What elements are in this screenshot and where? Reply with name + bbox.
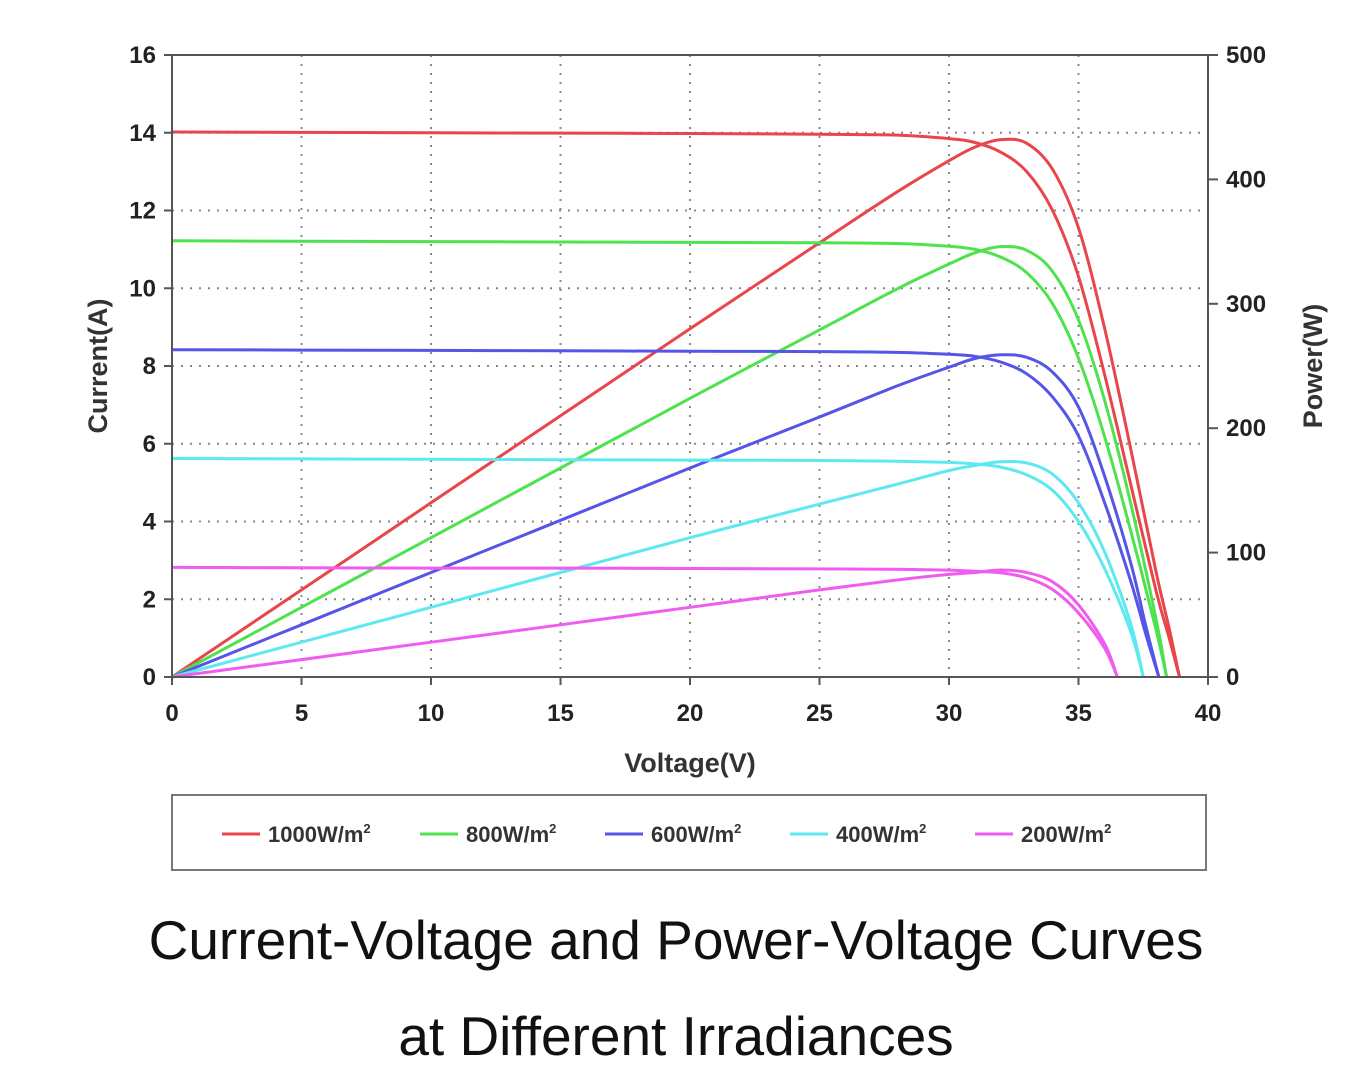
iv-curve xyxy=(171,457,1145,678)
y2-tick-label: 500 xyxy=(1226,42,1266,69)
y-tick-label: 0 xyxy=(143,664,156,691)
y2-tick-label: 100 xyxy=(1226,540,1266,567)
x-tick-label: 40 xyxy=(1195,700,1222,727)
pv-curve xyxy=(171,459,1145,679)
legend-box xyxy=(171,794,1207,871)
y2-tick-label: 200 xyxy=(1226,415,1266,442)
x-axis: 0 5 10 15 20 25 30 35 40 xyxy=(165,677,1221,727)
iv-curve xyxy=(171,348,1161,678)
pv-curve xyxy=(171,244,1169,679)
y-tick-label: 10 xyxy=(129,275,156,302)
pv-curve xyxy=(171,568,1119,679)
legend: 1000W/m2 800W/m2 600W/m2 400W/m2 200W/m2 xyxy=(171,794,1207,871)
iv-curve xyxy=(171,239,1169,678)
x-tick-label: 5 xyxy=(295,700,308,727)
curves xyxy=(171,130,1181,679)
iv-curve xyxy=(171,130,1181,678)
y-axis-right: 0 100 200 300 400 500 xyxy=(1208,42,1266,691)
legend-superscript: 2 xyxy=(549,821,556,836)
y-axis-left: 0 2 4 6 8 10 12 14 16 xyxy=(129,42,172,691)
legend-superscript: 2 xyxy=(363,821,370,836)
plot-frame xyxy=(171,54,1209,678)
caption-line-2: at Different Irradiances xyxy=(398,1005,954,1067)
y2-tick-label: 300 xyxy=(1226,291,1266,318)
legend-label: 400W/m2 xyxy=(836,821,926,847)
pv-curve xyxy=(171,353,1161,679)
legend-label: 800W/m2 xyxy=(466,821,556,847)
iv-pv-chart: 0 5 10 15 20 25 30 35 40 0 2 4 6 8 10 12 14 16 0 100 200 30… xyxy=(83,42,1328,871)
y-tick-label: 6 xyxy=(143,431,156,458)
iv-curve xyxy=(171,565,1119,678)
grid-lines xyxy=(172,55,1208,677)
pv-curve xyxy=(171,137,1181,679)
y-tick-label: 4 xyxy=(143,509,157,536)
caption-line-1: Current-Voltage and Power-Voltage Curves xyxy=(148,909,1204,971)
y-tick-label: 16 xyxy=(129,42,156,69)
y2-axis-title: Power(W) xyxy=(1298,304,1328,429)
x-axis-title: Voltage(V) xyxy=(624,748,756,778)
x-tick-label: 10 xyxy=(418,700,445,727)
y2-tick-label: 400 xyxy=(1226,166,1266,193)
x-tick-label: 35 xyxy=(1065,700,1092,727)
y-tick-label: 2 xyxy=(143,586,156,613)
y-tick-label: 8 xyxy=(143,353,156,380)
legend-superscript: 2 xyxy=(734,821,741,836)
x-tick-label: 15 xyxy=(547,700,574,727)
y-axis-title: Current(A) xyxy=(83,299,113,434)
x-tick-label: 30 xyxy=(936,700,963,727)
legend-label: 1000W/m2 xyxy=(268,821,371,847)
legend-superscript: 2 xyxy=(919,821,926,836)
y2-tick-label: 0 xyxy=(1226,664,1239,691)
legend-label: 600W/m2 xyxy=(651,821,741,847)
x-tick-label: 20 xyxy=(677,700,704,727)
x-tick-label: 25 xyxy=(806,700,833,727)
legend-superscript: 2 xyxy=(1104,821,1111,836)
legend-label: 200W/m2 xyxy=(1021,821,1111,847)
x-tick-label: 0 xyxy=(165,700,178,727)
y-tick-label: 14 xyxy=(129,120,156,147)
y-tick-label: 12 xyxy=(129,198,156,225)
